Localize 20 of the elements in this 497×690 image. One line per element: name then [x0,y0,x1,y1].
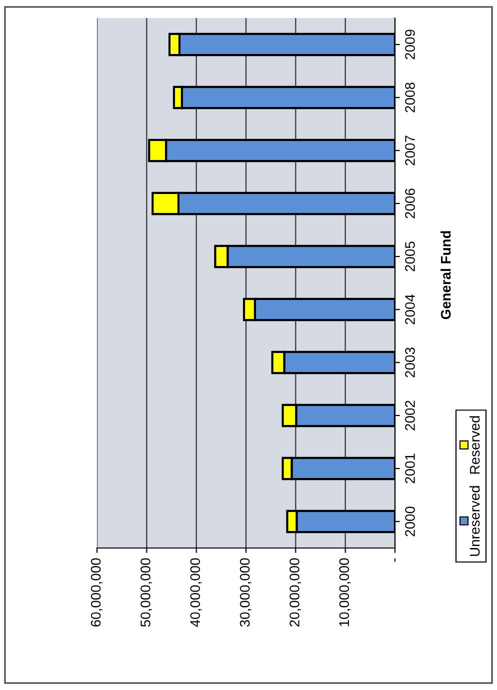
y-tick-label: 2008 [405,82,415,112]
y-tick-label: 2009 [405,30,415,60]
text: General Fund [440,231,451,320]
x-tick-label: 40,000,000 [190,558,202,627]
y-tick-label: 2000 [405,506,415,536]
x-tick-label: 20,000,000 [290,558,302,627]
x-tick-label: 60,000,000 [90,558,102,627]
x-tick-label: 30,000,000 [240,558,252,627]
y-tick-label: 2001 [405,454,415,484]
y-tick-label: 2004 [405,294,415,324]
x-tick-label: 50,000,000 [140,558,152,627]
legend-label: Unreserved [470,486,480,556]
y-tick-label: 2006 [405,188,415,218]
x-tick-label: 10,000,000 [339,558,351,626]
x-tick-label: - [394,558,396,562]
legend-label: Reserved [470,416,480,474]
y-tick-label: 2007 [405,136,415,166]
y-tick-label: 2005 [405,242,415,272]
y-tick-label: 2002 [405,400,415,430]
y-tick-label: 2003 [405,348,415,378]
